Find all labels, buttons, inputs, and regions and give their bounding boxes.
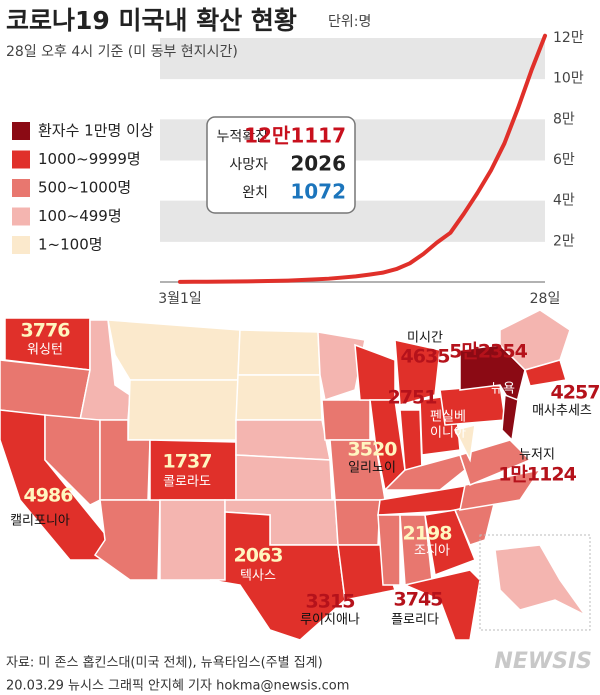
state-name: 조지아 bbox=[414, 544, 450, 559]
state bbox=[159, 499, 226, 581]
stat-label: 사망자 bbox=[229, 157, 268, 173]
alaska-frame bbox=[479, 534, 591, 631]
state-name: 미시간 bbox=[407, 331, 443, 346]
state-name: 캘리포니아 bbox=[10, 514, 70, 529]
state bbox=[237, 329, 321, 376]
state bbox=[524, 359, 567, 387]
state-value: 3520 bbox=[348, 439, 398, 461]
state-value: 2198 bbox=[403, 523, 453, 545]
logo: NEWSIS bbox=[494, 649, 592, 674]
y-tick-label: 10만 bbox=[553, 71, 584, 87]
state bbox=[235, 419, 331, 461]
legend-swatch bbox=[12, 179, 30, 197]
legend-label: 500~1000명 bbox=[38, 179, 131, 197]
state bbox=[494, 544, 586, 616]
legend-swatch bbox=[12, 150, 30, 169]
y-tick-label: 2만 bbox=[553, 233, 575, 249]
credit: 20.03.29 뉴시스 그래픽 안지혜 기자 hokma@newsis.com bbox=[6, 679, 349, 694]
legend-swatch bbox=[12, 236, 30, 254]
state-name: 이니아 bbox=[430, 426, 466, 441]
legend-swatch bbox=[12, 207, 30, 226]
state bbox=[424, 509, 476, 577]
state bbox=[127, 379, 239, 441]
state-value: 5만2354 bbox=[449, 341, 527, 363]
state bbox=[334, 499, 381, 546]
grid-band bbox=[160, 38, 545, 79]
state-value: 4635 bbox=[401, 346, 450, 368]
state-name: 뉴욕 bbox=[491, 382, 515, 397]
legend-label: 1~100명 bbox=[38, 236, 103, 254]
state bbox=[459, 439, 532, 487]
state bbox=[235, 454, 333, 501]
state-value: 3315 bbox=[306, 591, 355, 613]
state-name: 루이지애나 bbox=[300, 613, 360, 628]
state-value: 1737 bbox=[163, 451, 212, 473]
stat-label: 완치 bbox=[242, 185, 268, 201]
state-name: 워싱턴 bbox=[27, 343, 63, 358]
state-value: 2751 bbox=[388, 387, 437, 409]
legend-label: 환자수 1만명 이상 bbox=[38, 122, 154, 140]
state-value: 3745 bbox=[394, 589, 443, 611]
x-tick-label: 28일 bbox=[530, 291, 561, 307]
state bbox=[235, 374, 323, 421]
state-value: 2063 bbox=[234, 545, 283, 567]
legend-swatch bbox=[12, 122, 30, 140]
state-name: 매사추세츠 bbox=[532, 404, 592, 419]
stat-label: 누적확진 bbox=[216, 129, 268, 145]
legend-label: 1000~9999명 bbox=[38, 150, 141, 168]
state bbox=[321, 399, 371, 441]
title: 코로나19 미국내 확산 현황 bbox=[6, 6, 297, 35]
y-tick-label: 6만 bbox=[553, 152, 575, 168]
subtitle: 28일 오후 4시 기준 (미 동부 현지시간) bbox=[6, 44, 238, 60]
unit: 단위:명 bbox=[328, 14, 371, 30]
state-value: 1만1124 bbox=[498, 464, 576, 486]
state bbox=[377, 514, 401, 586]
state-name: 뉴저지 bbox=[519, 448, 555, 463]
state bbox=[44, 414, 101, 506]
state-name: 텍사스 bbox=[240, 569, 276, 584]
state-value: 4257 bbox=[551, 382, 600, 404]
x-tick-label: 3월1일 bbox=[158, 291, 202, 307]
stats-box bbox=[206, 116, 356, 214]
y-tick-label: 4만 bbox=[553, 193, 575, 209]
state bbox=[93, 499, 161, 581]
stat-value: 1072 bbox=[290, 180, 346, 204]
state-value: 4986 bbox=[24, 485, 74, 507]
state bbox=[394, 339, 441, 406]
y-tick-label: 8만 bbox=[553, 111, 575, 127]
state bbox=[402, 569, 481, 641]
state bbox=[209, 511, 346, 641]
state bbox=[317, 331, 366, 401]
state bbox=[459, 468, 542, 511]
state bbox=[453, 424, 476, 463]
stat-value: 12만1117 bbox=[244, 124, 346, 148]
state-name: 펜실베 bbox=[430, 410, 466, 425]
state-value: 3776 bbox=[21, 320, 71, 342]
state-name: 콜로라도 bbox=[163, 475, 211, 490]
y-tick-label: 12만 bbox=[553, 30, 584, 46]
source: 자료: 미 존스 홉킨스대(미국 전체), 뉴욕타임스(주별 집계) bbox=[6, 656, 323, 671]
state bbox=[107, 319, 241, 381]
stat-value: 2026 bbox=[290, 152, 346, 176]
us-map bbox=[0, 309, 591, 641]
state-name: 일리노이 bbox=[348, 461, 396, 476]
state bbox=[501, 393, 519, 442]
legend-label: 100~499명 bbox=[38, 207, 122, 225]
line bbox=[178, 33, 547, 284]
state-name: 플로리다 bbox=[391, 613, 439, 628]
